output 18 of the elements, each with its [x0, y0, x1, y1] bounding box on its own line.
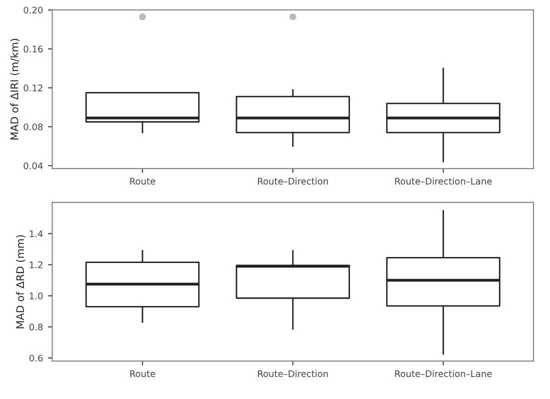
x-tick-label: Route–Direction–Lane	[395, 370, 492, 378]
y-tick-label: 1.4	[30, 230, 43, 238]
y-axis-title: MAD of ΔIRI (m/km)	[10, 38, 20, 140]
x-tick-label: Route–Direction–Lane	[395, 178, 492, 185]
y-tick-label: 0.04	[24, 162, 43, 170]
x-tick-label: Route–Direction	[258, 178, 328, 185]
x-tick-label: Route	[130, 178, 156, 185]
y-tick-label: 0.20	[24, 6, 43, 14]
x-tick-label: Route	[130, 370, 156, 378]
y-axis-title: MAD of ΔRD (mm)	[16, 235, 26, 328]
y-tick-label: 0.12	[24, 84, 42, 92]
y-tick-label: 0.08	[24, 123, 43, 130]
y-tick-label: 0.8	[29, 324, 43, 330]
y-tick-label: 1.2	[30, 261, 42, 268]
y-tick-label: 0.16	[24, 46, 43, 52]
y-tick-label: 1.0	[30, 292, 43, 300]
x-tick-label: Route–Direction	[258, 370, 328, 378]
y-tick-label: 0.6	[29, 354, 43, 362]
